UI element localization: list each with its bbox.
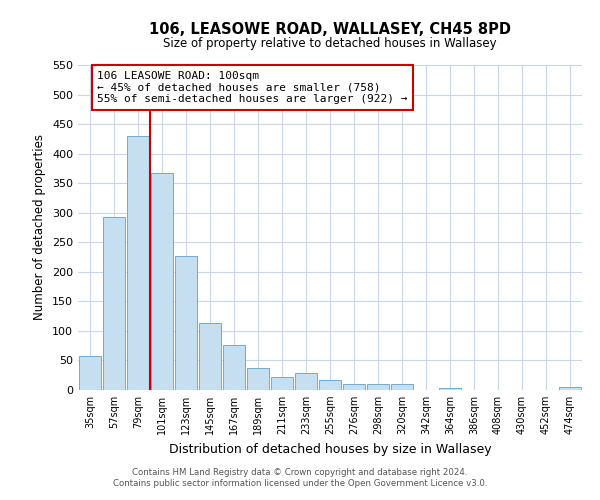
Bar <box>127 136 149 390</box>
Bar <box>79 356 101 390</box>
Bar <box>367 384 389 390</box>
Bar <box>247 368 269 390</box>
Text: Size of property relative to detached houses in Wallasey: Size of property relative to detached ho… <box>163 38 497 51</box>
Bar <box>223 345 245 390</box>
Bar <box>103 217 125 390</box>
Bar <box>559 387 581 390</box>
Bar <box>271 377 293 390</box>
Text: 106 LEASOWE ROAD: 100sqm
← 45% of detached houses are smaller (758)
55% of semi-: 106 LEASOWE ROAD: 100sqm ← 45% of detach… <box>97 71 408 104</box>
Bar <box>295 373 317 390</box>
Bar <box>175 256 197 390</box>
Y-axis label: Number of detached properties: Number of detached properties <box>34 134 46 320</box>
Bar <box>151 172 173 390</box>
Bar <box>343 384 365 390</box>
Text: Contains HM Land Registry data © Crown copyright and database right 2024.
Contai: Contains HM Land Registry data © Crown c… <box>113 468 487 487</box>
Bar <box>199 323 221 390</box>
Bar <box>391 384 413 390</box>
X-axis label: Distribution of detached houses by size in Wallasey: Distribution of detached houses by size … <box>169 442 491 456</box>
Text: 106, LEASOWE ROAD, WALLASEY, CH45 8PD: 106, LEASOWE ROAD, WALLASEY, CH45 8PD <box>149 22 511 38</box>
Bar <box>439 388 461 390</box>
Bar <box>319 380 341 390</box>
